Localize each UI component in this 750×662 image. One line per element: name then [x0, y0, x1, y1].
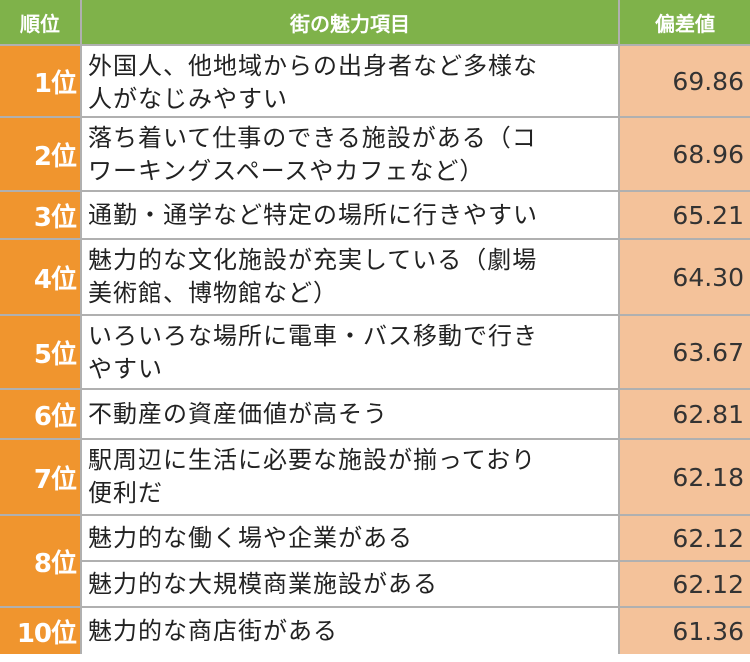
item-line: 人がなじみやすい [88, 85, 288, 113]
item-cell-4: 魅力的な文化施設が充実している（劇場 美術館、博物館など） [82, 240, 618, 314]
item-cell-3: 通勤・通学など特定の場所に行きやすい [82, 192, 618, 238]
score-cell-8a: 62.12 [620, 516, 750, 560]
rank-cell-3: 3位 [0, 192, 80, 238]
item-cell-1: 外国人、他地域からの出身者など多様な 人がなじみやすい [82, 46, 618, 116]
item-line: 魅力的な文化施設が充実している（劇場 [88, 246, 538, 274]
item-line: いろいろな場所に電車・バス移動で行き [88, 322, 538, 350]
item-line: 魅力的な大規模商業施設がある [88, 569, 438, 598]
score-cell-4: 64.30 [620, 240, 750, 314]
rank-cell-2: 2位 [0, 118, 80, 190]
header-rank: 順位 [0, 0, 80, 44]
score-cell-10: 61.36 [620, 608, 750, 654]
score-cell-7: 62.18 [620, 440, 750, 514]
item-line: 便利だ [88, 479, 163, 507]
score-cell-2: 68.96 [620, 118, 750, 190]
rank-cell-10: 10位 [0, 608, 80, 654]
item-line: 魅力的な商店街がある [88, 616, 338, 645]
item-cell-8b: 魅力的な大規模商業施設がある [82, 562, 618, 606]
item-cell-8a: 魅力的な働く場や企業がある [82, 516, 618, 560]
rank-cell-1: 1位 [0, 46, 80, 116]
item-line: 落ち着いて仕事のできる施設がある（コ [88, 124, 537, 152]
item-line: 駅周辺に生活に必要な施設が揃っており [88, 446, 537, 474]
rank-cell-5: 5位 [0, 316, 80, 388]
item-line: 通勤・通学など特定の場所に行きやすい [88, 200, 538, 229]
item-cell-7: 駅周辺に生活に必要な施設が揃っており 便利だ [82, 440, 618, 514]
item-line: 魅力的な働く場や企業がある [88, 523, 413, 552]
score-cell-5: 63.67 [620, 316, 750, 388]
item-cell-6: 不動産の資産価値が高そう [82, 390, 618, 438]
header-item: 街の魅力項目 [82, 0, 618, 44]
rank-cell-6: 6位 [0, 390, 80, 438]
item-line: ワーキングスペースやカフェなど） [88, 157, 485, 185]
rank-cell-4: 4位 [0, 240, 80, 314]
score-cell-1: 69.86 [620, 46, 750, 116]
rank-cell-7: 7位 [0, 440, 80, 514]
item-cell-5: いろいろな場所に電車・バス移動で行き やすい [82, 316, 618, 388]
score-cell-3: 65.21 [620, 192, 750, 238]
item-cell-10: 魅力的な商店街がある [82, 608, 618, 654]
item-cell-2: 落ち着いて仕事のできる施設がある（コ ワーキングスペースやカフェなど） [82, 118, 618, 190]
rank-cell-8: 8位 [0, 516, 80, 606]
item-line: 美術館、博物館など） [88, 279, 338, 307]
item-line: 外国人、他地域からの出身者など多様な [88, 52, 538, 80]
item-line: やすい [88, 355, 163, 383]
bottom-margin [0, 654, 750, 662]
header-score: 偏差値 [620, 0, 750, 44]
score-cell-8b: 62.12 [620, 562, 750, 606]
item-line: 不動産の資産価値が高そう [88, 399, 388, 428]
score-cell-6: 62.81 [620, 390, 750, 438]
